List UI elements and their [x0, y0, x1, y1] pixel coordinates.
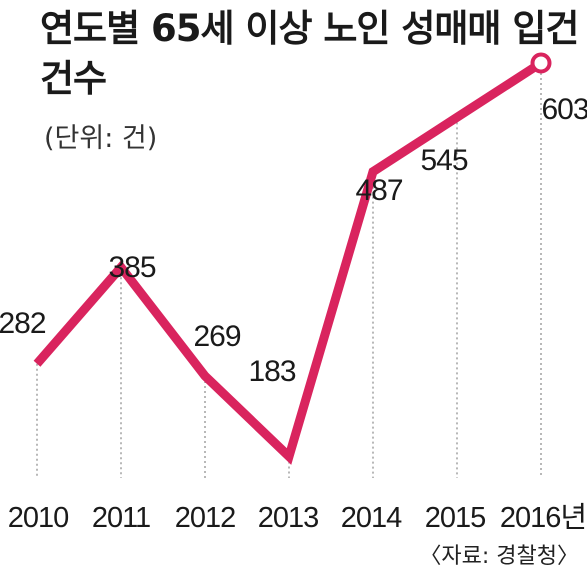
series-line [33, 59, 544, 465]
data-label-2010: 282 [0, 307, 46, 340]
data-label-2014: 487 [355, 174, 402, 207]
data-label-2015: 545 [420, 144, 467, 177]
x-tick-2013: 2013 [258, 502, 319, 534]
x-tick-2010: 2010 [8, 502, 69, 534]
chart-title: 연도별 65세 이상 노인 성매매 입건 건수 [40, 7, 579, 100]
data-label-2016년: 603 [541, 93, 587, 126]
x-tick-2014: 2014 [341, 502, 402, 534]
point-2016년 [530, 52, 552, 74]
data-label-2013: 183 [248, 355, 295, 388]
unit-note: (단위: 건) [44, 123, 158, 154]
source-note: 〈자료: 경찰청〉 [419, 544, 579, 569]
x-tick-2015: 2015 [425, 502, 486, 534]
x-tick-2011: 2011 [92, 502, 150, 534]
data-label-2012: 269 [193, 320, 240, 353]
x-tick-2016년: 2016년 [500, 502, 586, 534]
data-label-2011: 385 [108, 251, 155, 284]
x-tick-2012: 2012 [175, 502, 236, 534]
